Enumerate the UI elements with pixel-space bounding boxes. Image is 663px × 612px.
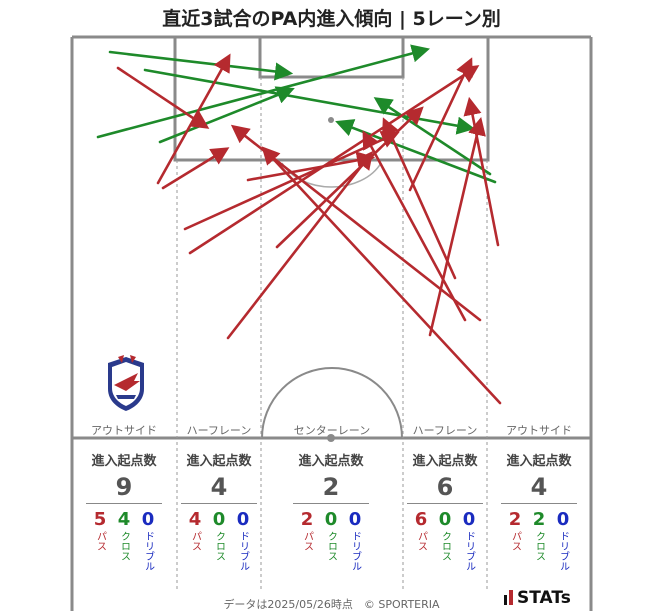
dribble-count: 0 ドリブル [348,509,362,572]
lane-stats-center: 進入起点数 2 2 パス 0 クロス 0 ドリブル [293,450,369,571]
entry-arrows [96,44,502,405]
pass-count: 6 パス [414,509,428,552]
stat-breakdown: 2 パス 2 クロス 0 ドリブル [501,509,577,572]
pass-count: 4 パス [188,509,202,552]
stats-logo-icon [504,590,513,605]
dribble-count: 0 ドリブル [141,509,155,572]
dribble-count: 0 ドリブル [236,509,250,572]
lane-label-halflane-left: ハーフレーン [186,424,252,437]
penalty-spot [328,117,334,123]
club-crest-icon [108,355,144,411]
pass-arrow [226,150,374,340]
cross-arrow [158,86,295,144]
pass-arrow [382,117,457,280]
lane-label-outside-right: アウトサイド [506,424,572,437]
page-title: 直近3試合のPA内進入傾向 | 5レーン別 [162,8,501,30]
footer-credit: データは2025/05/26時点 © SPORTERIA [223,598,440,611]
stat-total: 6 [407,473,483,504]
pass-count: 5 パス [93,509,107,552]
pass-count: 2 パス [508,509,522,552]
lane-stats-outside-left: 進入起点数 9 5 パス 4 クロス 0 ドリブル [86,450,162,571]
pass-arrow [428,116,486,337]
lane-stats-halflane-right: 進入起点数 6 6 パス 0 クロス 0 ドリブル [407,450,483,571]
stat-breakdown: 5 パス 4 クロス 0 ドリブル [86,509,162,572]
pass-arrow [408,57,473,192]
lane-label-halflane-right: ハーフレーン [412,424,478,437]
pass-arrow [161,147,230,190]
cross-arrow [96,44,431,139]
dribble-count: 0 ドリブル [462,509,476,572]
stat-header: 進入起点数 [186,454,252,469]
pass-arrow [116,66,210,129]
stat-breakdown: 6 パス 0 クロス 0 ドリブル [407,509,483,572]
stats-logo: STATs [504,588,571,608]
cross-count: 2 クロス [532,509,546,562]
stat-total: 2 [293,473,369,504]
pass-arrow [156,53,231,185]
stat-header: 進入起点数 [91,454,157,469]
dribble-count: 0 ドリブル [556,509,570,572]
lane-label-center: センターレーン [293,424,371,437]
stats-logo-text: STATs [517,588,571,608]
center-spot [327,434,335,442]
stat-header: 進入起点数 [412,454,478,469]
stat-total: 4 [501,473,577,504]
cross-count: 0 クロス [324,509,338,562]
stat-header: 進入起点数 [506,454,572,469]
pass-arrow [246,151,376,182]
cross-arrow [108,50,294,81]
stat-header: 進入起点数 [298,454,364,469]
cross-count: 0 クロス [438,509,452,562]
pass-count: 2 パス [300,509,314,552]
stat-breakdown: 2 パス 0 クロス 0 ドリブル [293,509,369,572]
lane-stats-outside-right: 進入起点数 4 2 パス 2 クロス 0 ドリブル [501,450,577,571]
pass-arrow [188,65,480,255]
stat-breakdown: 4 パス 0 クロス 0 ドリブル [181,509,257,572]
cross-count: 4 クロス [117,509,131,562]
pass-arrow [362,130,467,322]
pass-arrow [183,131,400,231]
cross-count: 0 クロス [212,509,226,562]
center-circle [261,367,403,439]
stat-total: 4 [181,473,257,504]
lane-label-outside-left: アウトサイド [91,424,157,437]
lane-stats-halflane-left: 進入起点数 4 4 パス 0 クロス 0 ドリブル [181,450,257,571]
stat-total: 9 [86,473,162,504]
pass-arrow [261,146,502,405]
lane-dividers [176,77,488,590]
